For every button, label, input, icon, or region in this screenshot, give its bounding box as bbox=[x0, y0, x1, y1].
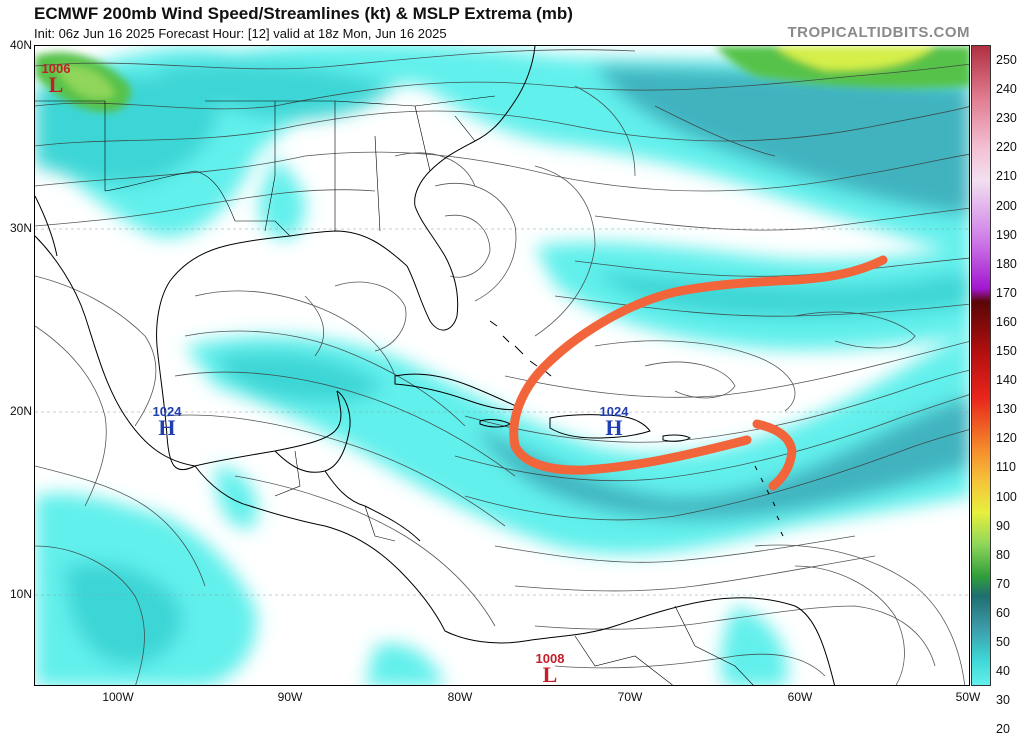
lon-label-50w: 50W bbox=[955, 690, 981, 704]
lon-label-90w: 90W bbox=[277, 690, 303, 704]
colorbar-tick-label: 130 bbox=[996, 402, 1017, 417]
colorbar-tick-label: 240 bbox=[996, 82, 1017, 97]
graticule bbox=[35, 228, 969, 596]
colorbar-gradient bbox=[972, 46, 990, 685]
pressure-value: 1006 bbox=[41, 61, 71, 76]
low-pressure-marker: 1006 L bbox=[41, 61, 71, 97]
colorbar-tick-label: 60 bbox=[996, 605, 1010, 620]
lat-label-10n: 10N bbox=[9, 587, 32, 601]
colorbar-tick-label: 100 bbox=[996, 489, 1017, 504]
colorbar-tick-label: 30 bbox=[996, 693, 1010, 708]
colorbar-tick-label: 50 bbox=[996, 635, 1010, 649]
lat-label-20n: 20N bbox=[9, 404, 32, 418]
colorbar-tick-label: 200 bbox=[996, 198, 1017, 213]
colorbar-tick-label: 250 bbox=[996, 53, 1017, 67]
lon-label-100w: 100W bbox=[102, 690, 134, 704]
colorbar-tick-label: 120 bbox=[996, 431, 1017, 446]
page-title: ECMWF 200mb Wind Speed/Streamlines (kt) … bbox=[34, 4, 573, 23]
political-borders bbox=[35, 95, 754, 685]
colorbar-tick-label: 20 bbox=[996, 722, 1010, 736]
pressure-value: 1024 bbox=[599, 404, 629, 419]
colorbar-tick-label: 140 bbox=[996, 373, 1017, 388]
pressure-value: 1008 bbox=[535, 651, 565, 666]
annotation-arrow bbox=[509, 255, 888, 491]
colorbar-tick-label: 40 bbox=[996, 664, 1010, 679]
jet-core-shading bbox=[35, 46, 969, 113]
pressure-symbol: H bbox=[158, 415, 176, 440]
colorbar-tick-label: 70 bbox=[996, 576, 1010, 591]
high-pressure-marker: 1024 H bbox=[152, 404, 182, 440]
pressure-symbol: L bbox=[48, 72, 64, 97]
lon-label-60w: 60W bbox=[787, 690, 813, 704]
lon-label-70w: 70W bbox=[617, 690, 643, 704]
high-pressure-marker: 1024 H bbox=[599, 404, 629, 440]
colorbar-tick-label: 160 bbox=[996, 314, 1017, 329]
coastlines bbox=[35, 46, 836, 685]
weather-map bbox=[34, 45, 970, 686]
forecast-subtitle: Init: 06z Jun 16 2025 Forecast Hour: [12… bbox=[34, 26, 447, 41]
low-pressure-marker: 1008 L bbox=[535, 651, 565, 687]
colorbar-tick-label: 190 bbox=[996, 227, 1017, 242]
lat-label-40n: 40N bbox=[9, 38, 32, 52]
colorbar-tick-label: 180 bbox=[996, 256, 1017, 271]
streamlines bbox=[35, 49, 969, 685]
pressure-value: 1024 bbox=[152, 404, 182, 419]
colorbar-tick-label: 110 bbox=[996, 460, 1016, 475]
brand-watermark: TROPICALTIDBITS.COM bbox=[787, 24, 970, 41]
map-canvas bbox=[35, 46, 969, 685]
colorbar-tick-label: 220 bbox=[996, 140, 1017, 155]
colorbar-tick-label: 90 bbox=[996, 518, 1010, 533]
pressure-symbol: H bbox=[605, 415, 623, 440]
colorbar-tick-label: 210 bbox=[996, 169, 1017, 184]
pressure-symbol: L bbox=[542, 662, 558, 687]
lat-label-30n: 30N bbox=[9, 221, 32, 235]
colorbar-tick-label: 230 bbox=[996, 111, 1017, 126]
colorbar-tick-label: 80 bbox=[996, 547, 1010, 562]
colorbar-tick-label: 170 bbox=[996, 285, 1017, 300]
colorbar-tick-label: 150 bbox=[996, 344, 1017, 358]
lon-label-80w: 80W bbox=[447, 690, 473, 704]
wind-speed-colorbar bbox=[971, 45, 991, 686]
